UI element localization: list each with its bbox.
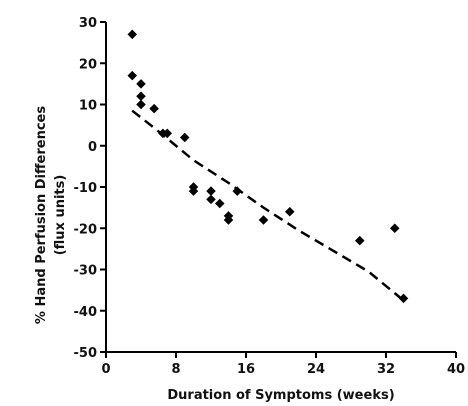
data-point — [137, 100, 145, 108]
x-ticks: 0 8 16 24 32 40 — [101, 352, 465, 377]
data-point — [137, 92, 145, 100]
y-tick-label: 10 — [79, 99, 97, 114]
data-point — [128, 71, 136, 79]
data-points — [128, 30, 408, 302]
y-tick-label: -10 — [74, 181, 98, 196]
data-point — [259, 216, 267, 224]
y-axis-title-line2-group: (flux units) — [53, 175, 68, 256]
data-point — [207, 187, 215, 195]
x-axis-title: Duration of Symptoms (weeks) — [167, 388, 394, 403]
data-point — [216, 199, 224, 207]
data-point — [137, 80, 145, 88]
y-tick-label: -30 — [74, 264, 98, 279]
y-axis-title-line2: (flux units) — [53, 175, 68, 256]
y-ticks: 30 20 10 0 -10 -20 -30 -40 -50 — [74, 16, 107, 361]
x-tick-label: 40 — [447, 362, 465, 377]
data-point — [286, 208, 294, 216]
y-tick-label: 30 — [79, 16, 97, 31]
data-point — [150, 104, 158, 112]
y-tick-label: 20 — [79, 57, 97, 72]
y-axis-title-line1: % Hand Perfusion Differences — [34, 106, 49, 324]
y-tick-label: -50 — [74, 346, 98, 361]
trendline — [132, 111, 403, 301]
data-point — [399, 294, 407, 302]
trendline-group — [132, 111, 403, 301]
data-point — [391, 224, 399, 232]
y-tick-label: -40 — [74, 305, 98, 320]
data-point — [356, 236, 364, 244]
data-point — [181, 133, 189, 141]
x-tick-label: 24 — [307, 362, 325, 377]
y-tick-label: 0 — [88, 140, 97, 155]
y-axis-title-group: % Hand Perfusion Differences — [34, 106, 49, 324]
data-point — [207, 195, 215, 203]
x-tick-label: 8 — [171, 362, 180, 377]
x-tick-label: 0 — [101, 362, 110, 377]
x-tick-label: 16 — [237, 362, 255, 377]
y-tick-label: -20 — [74, 222, 98, 237]
data-point — [128, 30, 136, 38]
x-tick-label: 32 — [377, 362, 395, 377]
